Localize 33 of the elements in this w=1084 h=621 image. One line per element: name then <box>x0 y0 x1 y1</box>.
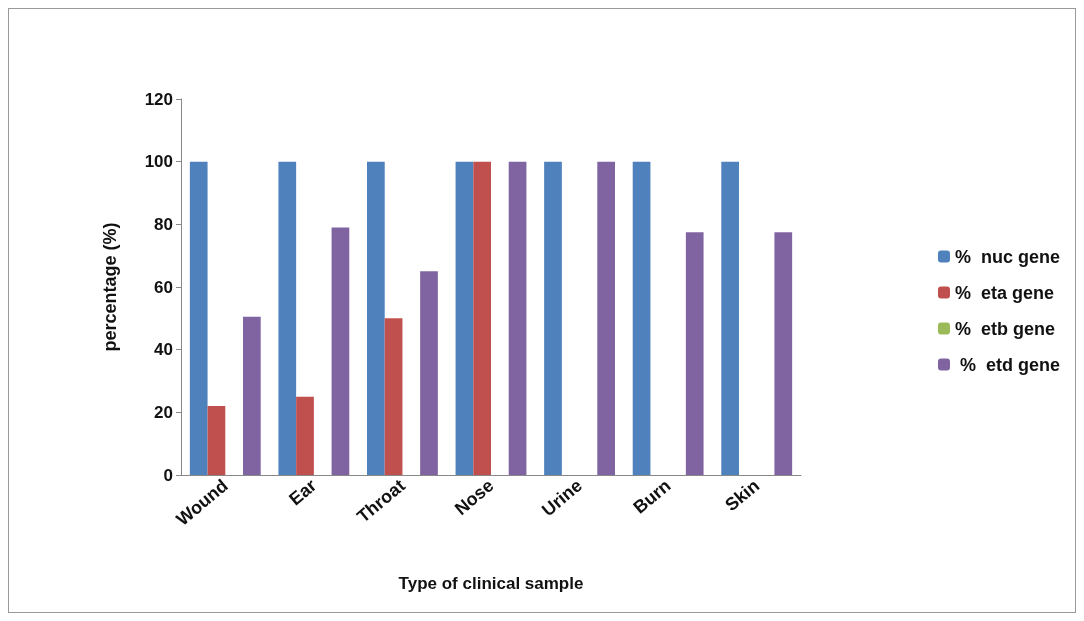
bar <box>207 406 226 475</box>
bar <box>455 161 474 475</box>
y-axis-title: percentage (%) <box>100 222 120 352</box>
x-tick-label: Ear <box>285 475 321 510</box>
bar <box>597 161 615 475</box>
x-axis-title: Type of clinical sample <box>398 574 584 593</box>
x-tick-label: Skin <box>721 475 764 516</box>
bar <box>367 161 385 475</box>
y-tick-label: 0 <box>163 465 173 485</box>
bar <box>189 161 208 475</box>
bar <box>331 227 350 475</box>
bar <box>632 161 651 475</box>
bar <box>544 161 562 475</box>
legend-label: % etd gene <box>954 354 1061 375</box>
bar <box>296 396 314 475</box>
bar <box>721 161 739 475</box>
y-tick-label: 40 <box>154 340 173 360</box>
bar <box>685 232 704 475</box>
legend-label: % nuc gene <box>954 246 1061 267</box>
y-tick-label: 100 <box>144 152 173 172</box>
legend-label: % etb gene <box>954 318 1056 339</box>
bar <box>508 161 527 475</box>
bar <box>473 161 491 475</box>
bar <box>243 316 261 475</box>
y-tick-label: 80 <box>154 214 173 234</box>
y-tick-label: 120 <box>144 89 173 109</box>
bar <box>278 161 297 475</box>
bar <box>384 318 403 475</box>
bar <box>774 232 793 475</box>
legend-label: % eta gene <box>954 282 1055 303</box>
y-tick-label: 60 <box>154 277 173 297</box>
y-tick-label: 20 <box>154 402 173 422</box>
bar <box>420 271 438 475</box>
